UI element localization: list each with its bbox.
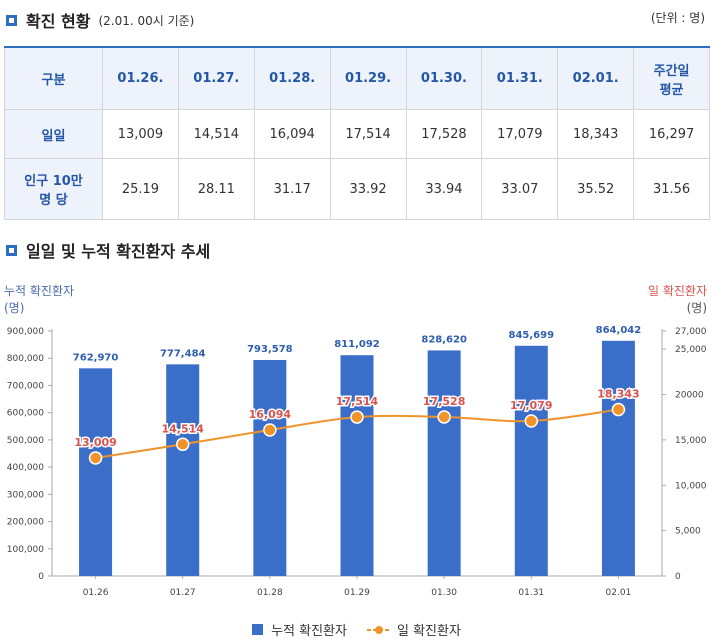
line-point bbox=[175, 437, 190, 452]
x-tick-label: 02.01 bbox=[606, 588, 632, 598]
header-cell: 01.31. bbox=[481, 46, 559, 110]
line-point bbox=[437, 410, 451, 424]
x-tick-label: 01.31 bbox=[518, 588, 544, 598]
left-tick-label: 600,000 bbox=[7, 409, 44, 419]
x-tick-label: 01.26 bbox=[83, 588, 109, 598]
bar-label: 828,620 bbox=[421, 334, 467, 345]
legend-label: 일 확진환자 bbox=[396, 624, 461, 639]
right-tick-label: 25,000 bbox=[675, 345, 707, 355]
right-tick-label: 0 bbox=[675, 572, 681, 582]
left-tick-label: 800,000 bbox=[7, 354, 44, 364]
left-tick-label: 200,000 bbox=[7, 518, 44, 528]
right-axis-title-line: 일 확진환자 bbox=[647, 284, 707, 298]
legend-label: 누적 확진환자 bbox=[271, 624, 347, 639]
line-label: 13,009 bbox=[74, 436, 116, 449]
bar-label: 864,042 bbox=[596, 325, 642, 336]
header-cell: 01.28. bbox=[253, 46, 331, 110]
header-cell: 01.30. bbox=[405, 46, 483, 110]
line-label: 14,514 bbox=[161, 422, 204, 435]
table-cell: 35.52 bbox=[557, 158, 635, 220]
table-cell: 13,009 bbox=[102, 109, 179, 159]
left-tick-label: 900,000 bbox=[7, 327, 44, 337]
table-header-row: 구분 01.26. 01.27. 01.28. 01.29. 01.30. 01… bbox=[4, 46, 710, 110]
right-tick-label: 15,000 bbox=[675, 436, 707, 446]
unit-label: (단위 : 명) bbox=[650, 11, 705, 25]
right-tick-label: 5,000 bbox=[675, 527, 701, 537]
section-status-subtitle: (2.01. 00시 기준) bbox=[98, 13, 195, 28]
left-axis-title: 누적 확진환자 (명) bbox=[4, 283, 74, 317]
line-point bbox=[350, 410, 364, 424]
left-tick-label: 100,000 bbox=[7, 545, 44, 555]
legend-bar-swatch bbox=[252, 624, 264, 635]
x-tick-label: 01.30 bbox=[431, 588, 457, 598]
table-cell: 33.92 bbox=[329, 158, 407, 220]
table-cell: 16,094 bbox=[253, 109, 331, 159]
left-tick-label: 0 bbox=[38, 572, 44, 582]
bar bbox=[79, 368, 113, 576]
header-cell: 주간일 평균 bbox=[633, 46, 710, 110]
line-point bbox=[611, 402, 626, 417]
line-label: 17,528 bbox=[423, 395, 465, 408]
status-table: 구분 01.26. 01.27. 01.28. 01.29. 01.30. 01… bbox=[4, 46, 710, 220]
line-label: 18,343 bbox=[597, 388, 639, 401]
legend-item-daily: 일 확진환자 bbox=[366, 620, 461, 639]
line-label: 17,514 bbox=[336, 395, 379, 408]
row-label: 인구 10만 명 당 bbox=[4, 158, 103, 220]
table-row: 일일 13,009 14,514 16,094 17,514 17,528 17… bbox=[4, 109, 710, 159]
left-axis-title-unit: (명) bbox=[4, 301, 25, 315]
bar-label: 777,484 bbox=[160, 348, 206, 359]
section-trend-header: 일일 및 누적 확진환자 추세 bbox=[6, 238, 210, 262]
section-status-title: 확진 현황 bbox=[26, 12, 91, 31]
bar bbox=[601, 340, 635, 576]
right-tick-label: 20000 bbox=[675, 391, 704, 401]
header-cell: 01.26. bbox=[102, 46, 179, 110]
header-cell: 01.29. bbox=[329, 46, 407, 110]
bar-label: 762,970 bbox=[73, 352, 119, 363]
line-point bbox=[263, 423, 277, 437]
line-point bbox=[88, 451, 103, 465]
line-label: 17,079 bbox=[510, 399, 552, 412]
bar-label: 793,578 bbox=[247, 344, 293, 355]
right-axis-title-unit: (명) bbox=[686, 301, 707, 315]
line-label: 16,094 bbox=[249, 408, 292, 421]
header-cell: 01.27. bbox=[177, 46, 255, 110]
section-square-icon bbox=[6, 244, 17, 256]
right-tick-label: 10,000 bbox=[675, 481, 707, 491]
left-tick-label: 500,000 bbox=[7, 436, 44, 446]
table-cell: 31.56 bbox=[633, 158, 710, 220]
section-square-icon bbox=[6, 14, 17, 26]
bar bbox=[514, 345, 548, 576]
table-row: 인구 10만 명 당 25.19 28.11 31.17 33.92 33.94… bbox=[4, 158, 710, 220]
left-tick-label: 400,000 bbox=[7, 463, 44, 473]
bar bbox=[166, 364, 200, 576]
line-point bbox=[524, 414, 539, 428]
bar bbox=[340, 355, 374, 576]
legend-line-swatch bbox=[366, 625, 391, 634]
legend-item-cumulative: 누적 확진환자 bbox=[252, 620, 347, 639]
left-tick-label: 300,000 bbox=[7, 490, 44, 500]
table-cell: 25.19 bbox=[102, 158, 179, 220]
bar-label: 845,699 bbox=[509, 330, 555, 341]
table-cell: 17,514 bbox=[329, 109, 407, 159]
chart-legend: 누적 확진환자 일 확진환자 bbox=[0, 620, 713, 639]
left-tick-label: 700,000 bbox=[7, 381, 44, 391]
x-tick-label: 01.27 bbox=[170, 588, 196, 598]
x-tick-label: 01.29 bbox=[344, 588, 370, 598]
section-status-header: 확진 현황 (2.01. 00시 기준) bbox=[6, 8, 194, 32]
x-tick-label: 01.28 bbox=[257, 588, 283, 598]
table-cell: 33.07 bbox=[481, 158, 559, 220]
table-cell: 17,079 bbox=[481, 109, 559, 159]
bar bbox=[253, 359, 287, 576]
header-cell: 02.01. bbox=[557, 46, 635, 110]
left-axis-title-line: 누적 확진환자 bbox=[4, 284, 75, 298]
row-label: 일일 bbox=[4, 109, 103, 159]
table-cell: 14,514 bbox=[177, 109, 255, 159]
section-trend-title: 일일 및 누적 확진환자 추세 bbox=[26, 242, 211, 261]
trend-chart: 0 100,000 200,000 300,000 400,000 500,000 600,… bbox=[7, 325, 707, 598]
table-cell: 33.94 bbox=[405, 158, 483, 220]
right-axis-title: 일 확진환자 (명) bbox=[648, 283, 707, 317]
bar bbox=[427, 350, 461, 576]
bar-label: 811,092 bbox=[334, 339, 380, 350]
right-tick-label: 27,000 bbox=[675, 327, 707, 337]
